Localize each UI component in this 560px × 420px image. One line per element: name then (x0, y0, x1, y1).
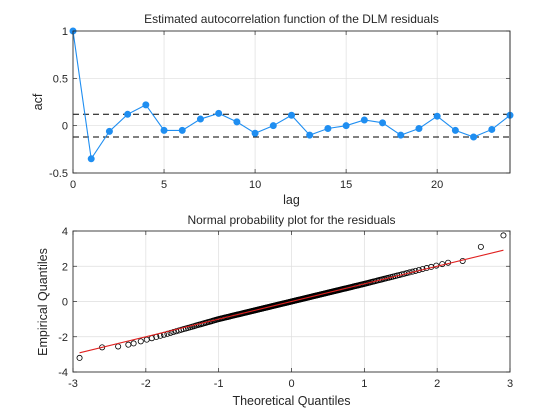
acf-point (124, 110, 132, 118)
qq-point (76, 354, 83, 361)
y-tick-label: 1 (62, 26, 68, 38)
qq-point (137, 338, 144, 345)
x-tick-label: 20 (431, 179, 443, 191)
y-tick-label: 4 (62, 226, 68, 238)
qq-y-axis-label: Empirical Quantiles (36, 248, 50, 356)
acf-point (178, 126, 186, 134)
qq-ticks: -3 -2 -1 0 1 2 3 -4 -2 0 2 4 (58, 226, 513, 390)
acf-point (470, 133, 478, 141)
x-tick-label: -2 (141, 378, 151, 390)
x-tick-label: 2 (434, 378, 440, 390)
x-tick-label: 15 (340, 179, 352, 191)
acf-point (288, 111, 295, 119)
qq-axes: -3 -2 -1 0 1 2 3 -4 -2 0 2 4 Normal probability plo… (36, 213, 513, 408)
acf-point (87, 155, 95, 163)
x-tick-label: 10 (249, 179, 261, 191)
acf-point (196, 115, 204, 123)
acf-point (142, 101, 150, 109)
acf-y-axis-label: acf (31, 93, 45, 110)
y-tick-label: 0.5 (53, 73, 68, 85)
y-tick-label: 0 (62, 297, 68, 309)
qq-fit-line (79, 249, 504, 354)
qq-point (500, 232, 507, 239)
y-tick-label: 0 (62, 121, 68, 133)
x-tick-label: -3 (68, 378, 78, 390)
acf-point (160, 126, 168, 134)
acf-point (233, 118, 241, 126)
x-tick-label: 0 (70, 179, 76, 191)
acf-point (215, 109, 223, 117)
acf-point (342, 122, 350, 130)
acf-axes: 0 5 10 15 20-0.500.51 Estimated autocorrelat… (31, 12, 514, 207)
acf-point (397, 131, 405, 139)
acf-point (488, 125, 496, 133)
qq-title: Normal probability plot for the residual… (187, 213, 395, 227)
x-tick-label: 5 (161, 179, 167, 191)
acf-point (433, 112, 441, 120)
y-tick-label: -0.5 (49, 168, 68, 180)
qq-point (170, 329, 177, 336)
acf-point (360, 116, 368, 124)
acf-point (251, 129, 259, 137)
acf-point (105, 127, 113, 135)
acf-point (306, 131, 314, 139)
x-tick-label: 0 (288, 378, 294, 390)
qq-point (477, 243, 484, 250)
acf-title: Estimated autocorrelation function of th… (144, 12, 439, 26)
acf-point (379, 119, 387, 127)
y-tick-label: 2 (62, 261, 68, 273)
acf-x-axis-label: lag (283, 193, 300, 207)
acf-ticks: 0 5 10 15 20-0.500.51 (49, 26, 510, 191)
x-tick-label: 1 (361, 378, 367, 390)
acf-plot-area (72, 30, 511, 174)
qq-point (125, 341, 132, 348)
acf-point (451, 126, 459, 134)
qq-x-axis-label: Theoretical Quantiles (232, 394, 350, 408)
x-tick-label: 3 (507, 378, 513, 390)
acf-point (324, 125, 332, 133)
y-tick-label: -4 (58, 367, 68, 379)
acf-point (415, 125, 423, 133)
y-tick-label: -2 (58, 332, 68, 344)
x-tick-label: -1 (214, 378, 224, 390)
qq-point (99, 344, 106, 351)
qq-reference-line (79, 249, 504, 354)
acf-point (269, 122, 277, 130)
